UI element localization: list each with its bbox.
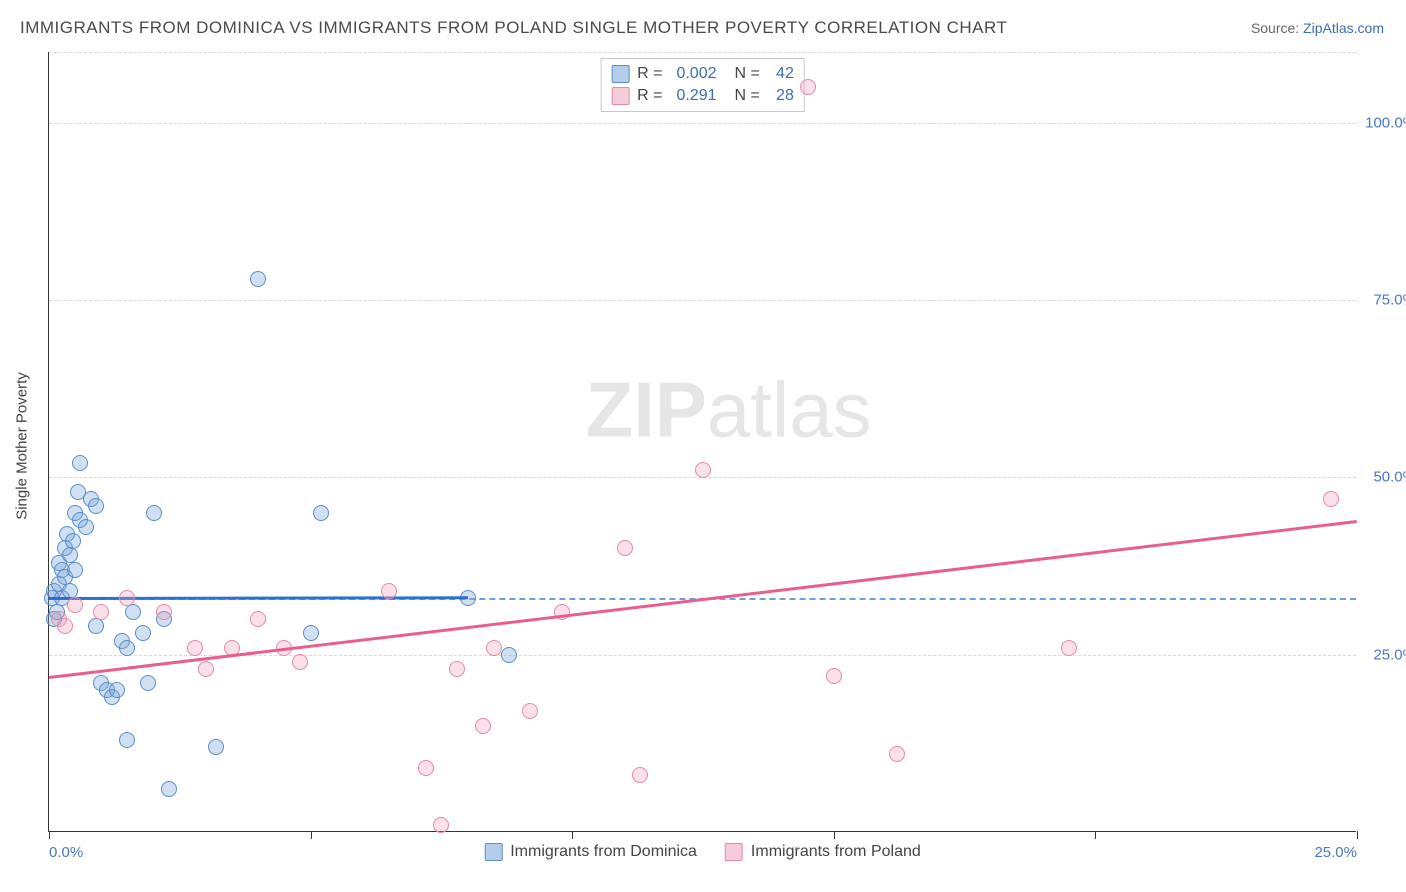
data-point-dominica — [119, 732, 135, 748]
data-point-dominica — [146, 505, 162, 521]
swatch-poland-icon — [725, 843, 743, 861]
data-point-poland — [198, 661, 214, 677]
stat-r-poland: 0.291 — [669, 87, 717, 105]
gridline — [49, 300, 1356, 301]
data-point-poland — [475, 718, 491, 734]
data-point-dominica — [140, 675, 156, 691]
x-tick-mark — [572, 831, 573, 839]
source-attribution: Source: ZipAtlas.com — [1251, 20, 1384, 36]
data-point-poland — [486, 640, 502, 656]
data-point-poland — [381, 583, 397, 599]
y-axis-label: Single Mother Poverty — [14, 372, 31, 520]
swatch-dominica-icon — [484, 843, 502, 861]
data-point-dominica — [313, 505, 329, 521]
data-point-poland — [1061, 640, 1077, 656]
y-tick-label: 75.0% — [1364, 292, 1406, 309]
gridline — [49, 123, 1356, 124]
data-point-poland — [695, 462, 711, 478]
data-point-poland — [433, 817, 449, 833]
source-prefix: Source: — [1251, 20, 1303, 36]
data-point-dominica — [88, 618, 104, 634]
data-point-poland — [250, 611, 266, 627]
x-tick-mark — [1357, 831, 1358, 839]
data-point-poland — [119, 590, 135, 606]
correlation-stats-box: R = 0.002 N = 42 R = 0.291 N = 28 — [600, 58, 805, 112]
data-point-poland — [187, 640, 203, 656]
data-point-poland — [57, 618, 73, 634]
y-tick-label: 50.0% — [1364, 469, 1406, 486]
x-tick-mark — [834, 831, 835, 839]
data-point-dominica — [250, 271, 266, 287]
stat-r-label: R = — [637, 87, 662, 105]
stat-r-dominica: 0.002 — [669, 65, 717, 83]
data-point-dominica — [119, 640, 135, 656]
watermark: ZIPatlas — [586, 365, 872, 456]
data-point-dominica — [125, 604, 141, 620]
chart-title: IMMIGRANTS FROM DOMINICA VS IMMIGRANTS F… — [20, 18, 1007, 38]
data-point-poland — [522, 703, 538, 719]
data-point-poland — [449, 661, 465, 677]
stat-row-dominica: R = 0.002 N = 42 — [611, 63, 794, 85]
x-tick-mark — [311, 831, 312, 839]
data-point-poland — [889, 746, 905, 762]
data-point-poland — [800, 79, 816, 95]
legend-label-poland: Immigrants from Poland — [751, 843, 921, 861]
legend: Immigrants from Dominica Immigrants from… — [484, 843, 921, 861]
data-point-poland — [418, 760, 434, 776]
legend-label-dominica: Immigrants from Dominica — [510, 843, 697, 861]
y-tick-label: 25.0% — [1364, 646, 1406, 663]
stat-r-label: R = — [637, 65, 662, 83]
y-tick-label: 100.0% — [1364, 114, 1406, 131]
x-tick-label: 0.0% — [49, 844, 83, 861]
legend-item-dominica: Immigrants from Dominica — [484, 843, 697, 861]
swatch-poland-icon — [611, 87, 629, 105]
data-point-poland — [292, 654, 308, 670]
data-point-poland — [67, 597, 83, 613]
data-point-dominica — [88, 498, 104, 514]
legend-item-poland: Immigrants from Poland — [725, 843, 921, 861]
data-point-poland — [156, 604, 172, 620]
data-point-dominica — [109, 682, 125, 698]
swatch-dominica-icon — [611, 65, 629, 83]
watermark-bold: ZIP — [586, 366, 707, 454]
data-point-poland — [632, 767, 648, 783]
data-point-dominica — [78, 519, 94, 535]
x-tick-label: 25.0% — [1314, 844, 1357, 861]
stat-n-label: N = — [735, 87, 760, 105]
x-tick-mark — [49, 831, 50, 839]
data-point-poland — [826, 668, 842, 684]
stat-row-poland: R = 0.291 N = 28 — [611, 85, 794, 107]
data-point-dominica — [161, 781, 177, 797]
data-point-dominica — [208, 739, 224, 755]
scatter-plot-area: ZIPatlas R = 0.002 N = 42 R = 0.291 N = … — [48, 52, 1356, 832]
source-link[interactable]: ZipAtlas.com — [1303, 20, 1384, 36]
data-point-poland — [93, 604, 109, 620]
data-point-dominica — [65, 533, 81, 549]
data-point-dominica — [501, 647, 517, 663]
gridline — [49, 52, 1356, 53]
stat-n-dominica: 42 — [766, 65, 794, 83]
data-point-dominica — [303, 625, 319, 641]
data-point-dominica — [67, 562, 83, 578]
watermark-light: atlas — [707, 366, 872, 454]
stat-n-label: N = — [735, 65, 760, 83]
data-point-dominica — [72, 455, 88, 471]
stat-n-poland: 28 — [766, 87, 794, 105]
data-point-dominica — [135, 625, 151, 641]
data-point-poland — [1323, 491, 1339, 507]
x-tick-mark — [1095, 831, 1096, 839]
data-point-poland — [617, 540, 633, 556]
